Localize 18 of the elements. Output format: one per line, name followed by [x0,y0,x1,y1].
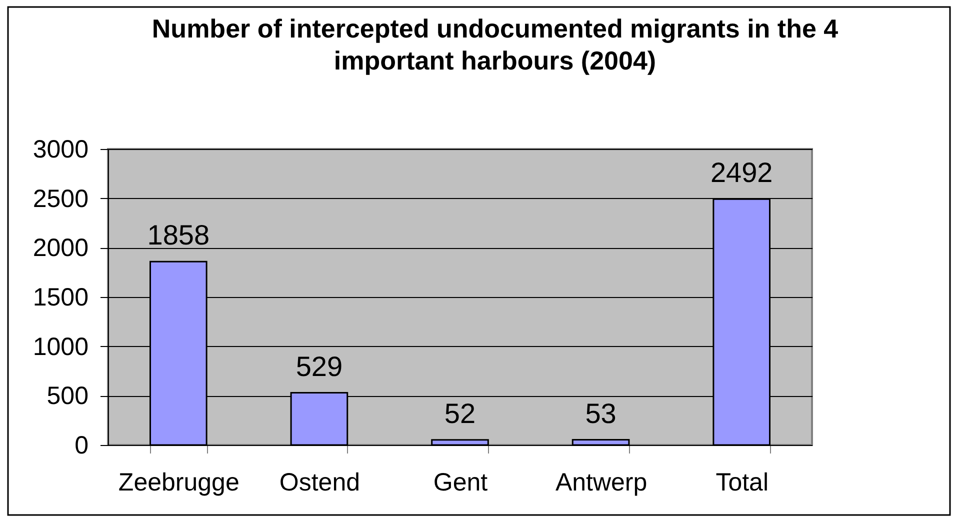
y-tick-label: 2000 [32,234,88,262]
y-tick-label: 1000 [32,332,88,361]
y-tick-label: 3000 [32,136,88,164]
data-label: 52 [444,398,476,429]
data-label: 1858 [147,220,210,251]
x-tick-label: Zeebrugge [118,468,240,496]
x-tick-label: Antwerp [555,468,648,496]
y-tick-label: 0 [74,432,88,460]
data-label: 53 [585,398,616,429]
y-tick-label: 2500 [32,184,88,213]
data-label: 2492 [710,157,773,188]
data-label: 529 [296,350,343,382]
x-tick-label: Gent [433,468,488,496]
y-tick-label: 1500 [32,284,88,312]
x-tick-label: Ostend [279,468,360,496]
y-tick-label: 500 [46,382,88,410]
chart-title: Number of intercepted undocumented migrants in the 4 important harbours (2004) [152,13,839,76]
x-tick-label: Total [716,468,769,496]
